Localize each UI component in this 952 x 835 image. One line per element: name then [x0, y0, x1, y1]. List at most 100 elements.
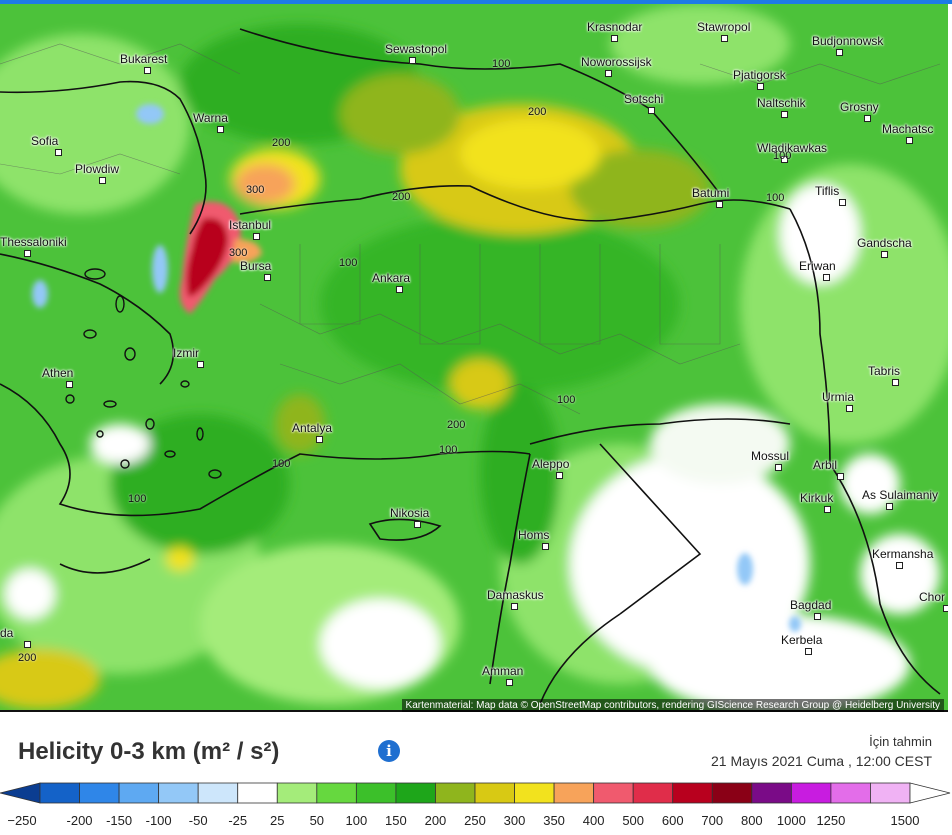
city-label: Machatsc: [882, 122, 934, 136]
city-marker: [721, 35, 728, 42]
city-label: Thessaloniki: [0, 235, 67, 249]
legend-tick-label: -50: [188, 813, 208, 828]
legend-swatch: [672, 782, 713, 804]
city-label: Budjonnowsk: [812, 34, 884, 48]
contour-value-label: 100: [272, 458, 291, 470]
city-marker: [611, 35, 618, 42]
legend-tick-label: 350: [543, 813, 565, 828]
legend-tick-label: -100: [145, 813, 172, 828]
legend-arrow-high: [909, 782, 951, 804]
info-icon[interactable]: i: [378, 740, 400, 762]
legend-swatch: [870, 782, 911, 804]
city-marker: [648, 107, 655, 114]
legend-tick-label: -25: [228, 813, 248, 828]
helicity-map[interactable]: Bukarest Sewastopol Krasnodar Stawropol Budj…: [0, 4, 948, 712]
city-marker: [217, 126, 224, 133]
city-label: Sofia: [31, 134, 59, 148]
legend-tick-label: -200: [66, 813, 93, 828]
city-marker: [943, 605, 948, 612]
city-label: Wladikawkas: [757, 141, 828, 155]
city-label: As Sulaimaniy: [862, 488, 939, 502]
city-label: Bukarest: [120, 52, 168, 66]
admin-boundaries: [0, 43, 941, 415]
city-marker: [542, 543, 549, 550]
legend-swatch: [474, 782, 515, 804]
city-marker: [896, 562, 903, 569]
city-label: Grosny: [840, 100, 879, 114]
city-label: Chor: [919, 590, 946, 604]
contour-value-label: 100: [128, 493, 147, 505]
city-label: Kermansha: [872, 547, 934, 561]
city-label: Bagdad: [790, 598, 832, 612]
city-marker: [906, 137, 913, 144]
city-marker: [409, 57, 416, 64]
city-marker: [836, 49, 843, 56]
city-label: Noworossijsk: [581, 55, 652, 69]
city-marker: [837, 473, 844, 480]
city-marker: [66, 381, 73, 388]
city-label: Tiflis: [815, 184, 840, 198]
legend-tick-label: 600: [661, 813, 684, 828]
legend-tick-label: -150: [106, 813, 133, 828]
legend-tick-label: 500: [622, 813, 645, 828]
city-marker: [781, 111, 788, 118]
city-marker: [144, 67, 151, 74]
city-label: Stawropol: [697, 20, 751, 34]
city-marker: [253, 233, 260, 240]
legend-swatch: [632, 782, 674, 804]
legend-tick-label: 700: [701, 813, 724, 828]
contour-value-label: 200: [18, 652, 37, 664]
city-marker: [605, 70, 612, 77]
contour-value-label: 100: [766, 192, 785, 204]
legend-swatch: [593, 782, 634, 804]
city-label: Nikosia: [390, 506, 430, 520]
legend-tick-label: 50: [309, 813, 325, 828]
city-label: Athen: [42, 366, 74, 380]
contour-value-label: 200: [392, 191, 411, 203]
legend-swatch: [395, 782, 436, 804]
city-label: da: [0, 626, 14, 640]
city-label: Istanbul: [229, 218, 272, 232]
legend-swatch: [316, 782, 357, 804]
city-marker: [886, 503, 893, 510]
legend-swatch: [435, 782, 476, 804]
city-label: Pjatigorsk: [733, 68, 786, 82]
city-marker: [24, 250, 31, 257]
city-marker: [24, 641, 31, 648]
contour-value-label: 200: [272, 137, 291, 149]
top-accent-bar: [0, 0, 952, 4]
city-label: Batumi: [692, 186, 730, 200]
legend-swatch: [553, 782, 595, 804]
city-marker: [892, 379, 899, 386]
city-marker: [511, 603, 518, 610]
legend-arrow-low: [0, 782, 41, 804]
map-attribution: Kartenmaterial: Map data © OpenStreetMap…: [401, 699, 944, 712]
legend-tick-label: 300: [503, 813, 526, 828]
city-marker: [264, 274, 271, 281]
city-label: Kirkuk: [800, 491, 834, 505]
legend-swatch: [751, 782, 792, 804]
contour-value-label: 200: [528, 106, 547, 118]
city-label: Antalya: [292, 421, 333, 435]
legend-tick-label: 1250: [816, 813, 846, 828]
city-marker: [781, 156, 788, 163]
legend-swatch: [276, 782, 318, 804]
city-label: Sotschi: [624, 92, 664, 106]
city-marker: [506, 679, 513, 686]
city-marker: [396, 286, 403, 293]
city-label: Arbil: [813, 458, 838, 472]
contour-value-label: 300: [229, 247, 248, 259]
city-marker: [864, 115, 871, 122]
city-marker: [55, 149, 62, 156]
city-marker: [197, 361, 204, 368]
legend-tick-label: −250: [7, 813, 37, 828]
contour-value-label: 100: [557, 394, 576, 406]
legend-tick-label: 400: [582, 813, 605, 828]
legend-tick-label: 100: [345, 813, 368, 828]
city-marker: [757, 83, 764, 90]
city-label: Krasnodar: [587, 20, 643, 34]
legend-swatch: [237, 782, 278, 804]
city-label: Sewastopol: [385, 42, 448, 56]
city-label: Tabris: [868, 364, 901, 378]
city-marker: [556, 472, 563, 479]
